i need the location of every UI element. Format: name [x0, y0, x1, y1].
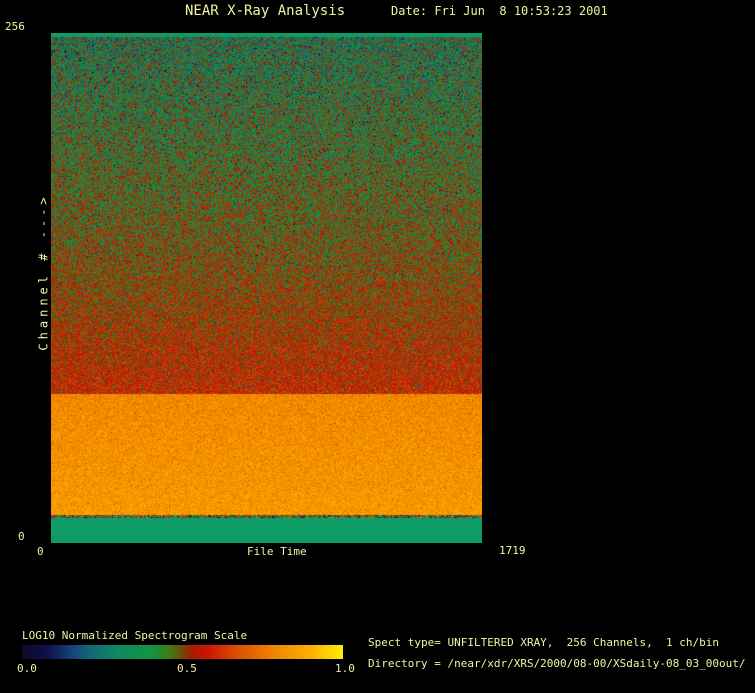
colorbar-tick-mid: 0.5: [177, 662, 197, 675]
x-axis-tick-max: 1719: [499, 544, 526, 557]
x-axis-tick-min: 0: [37, 545, 44, 558]
spect-type-info: Spect type= UNFILTERED XRAY, 256 Channel…: [368, 636, 719, 649]
y-axis-tick-min: 0: [18, 530, 25, 543]
y-axis-tick-max: 256: [5, 20, 25, 33]
colorbar-label: LOG10 Normalized Spectrogram Scale: [22, 629, 248, 642]
spectrogram-heatmap: [51, 33, 482, 543]
colorbar-gradient: [22, 645, 343, 659]
header-date: Date: Fri Jun 8 10:53:23 2001: [391, 4, 608, 18]
y-axis-label: Channel # --->: [36, 193, 51, 351]
x-axis-label: File Time: [247, 545, 307, 558]
directory-info: Directory = /near/xdr/XRS/2000/08-00/XSd…: [368, 657, 746, 670]
colorbar-tick-max: 1.0: [335, 662, 355, 675]
page-title: NEAR X-Ray Analysis: [185, 3, 346, 19]
colorbar-tick-min: 0.0: [17, 662, 37, 675]
